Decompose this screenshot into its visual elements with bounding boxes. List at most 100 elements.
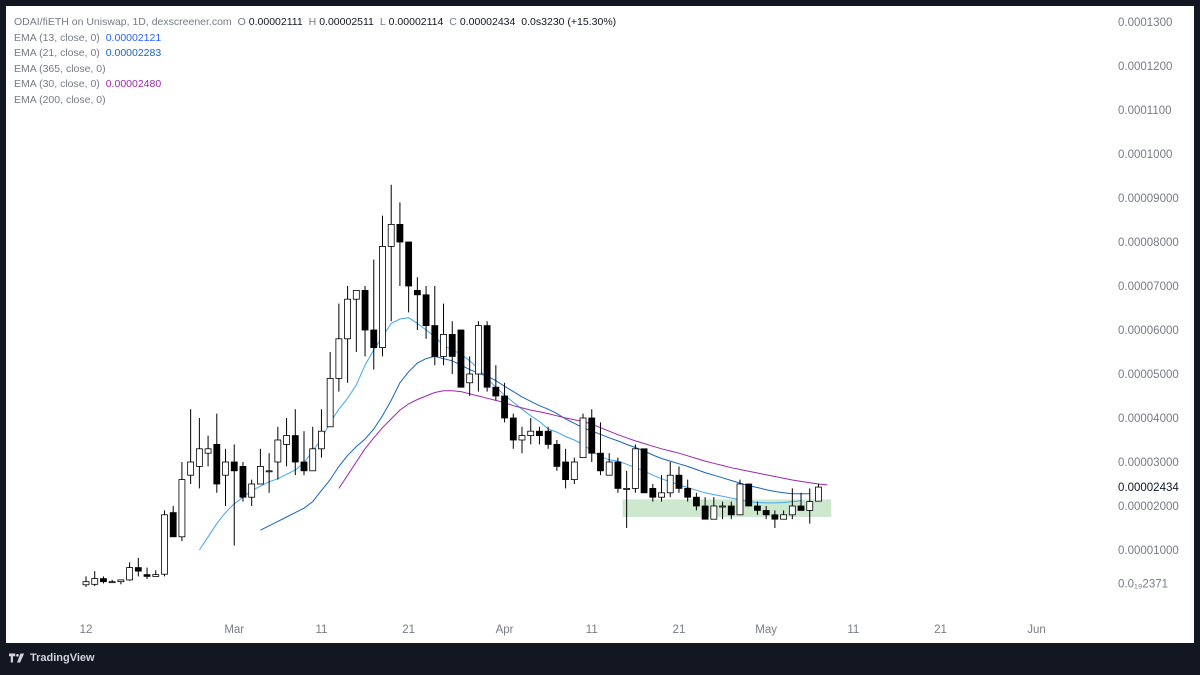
candle[interactable] [265,453,273,493]
candle[interactable] [326,352,334,428]
candle[interactable] [300,431,308,476]
candle[interactable] [492,365,500,401]
candle[interactable] [204,435,212,467]
candle[interactable] [745,483,753,507]
support-zone-highlight[interactable] [622,499,832,517]
price-chart[interactable]: 0.0001300 0.0001200 0.0001100 0.0001000 0.00… [6,6,1194,643]
candle[interactable] [169,506,177,538]
candle[interactable] [370,259,378,370]
candle[interactable] [579,413,587,458]
candle[interactable] [762,506,770,520]
candle[interactable] [474,321,482,392]
tradingview-branding[interactable]: TradingView [9,652,95,664]
candle[interactable] [605,453,613,476]
candle[interactable] [536,426,543,445]
candle[interactable] [448,321,456,374]
candle[interactable] [283,418,290,467]
candle[interactable] [806,488,814,524]
ema-21-row[interactable]: EMA (21, close, 0) 0.00002283 [14,46,619,62]
candle[interactable] [597,422,604,476]
candle[interactable] [117,579,125,585]
candle[interactable] [379,215,386,357]
candle[interactable] [309,426,317,472]
candle[interactable] [649,484,657,502]
candle-body [422,294,430,326]
candle[interactable] [736,479,744,516]
candle[interactable] [701,497,709,520]
candle[interactable] [553,440,561,471]
candle[interactable] [161,510,168,577]
candle[interactable] [82,576,90,587]
candle[interactable] [230,444,238,546]
candle[interactable] [501,382,508,423]
candle[interactable] [788,488,796,520]
candle[interactable] [527,418,535,445]
ema-line-1[interactable] [260,355,810,531]
candle[interactable] [483,321,491,392]
candle[interactable] [771,510,779,528]
ema-365-row[interactable]: EMA (365, close, 0) [14,62,619,78]
symbol-title[interactable]: ODAI/fiETH on Uniswap, 1D, dexscreener.c… [14,16,232,28]
candle[interactable] [195,418,203,489]
candle[interactable] [213,413,221,493]
candle[interactable] [710,497,718,520]
candle[interactable] [457,329,465,388]
candle[interactable] [431,286,439,366]
candle[interactable] [719,501,726,520]
candle[interactable] [588,409,596,462]
candle[interactable] [405,241,413,313]
candle[interactable] [666,462,674,498]
candle[interactable] [152,570,160,577]
candle[interactable] [570,457,578,484]
candle[interactable] [274,426,282,480]
candle[interactable] [623,470,631,528]
ema-200-row[interactable]: EMA (200, close, 0) [14,93,619,109]
candle[interactable] [291,409,299,476]
candle[interactable] [187,409,195,484]
candle[interactable] [248,479,256,506]
candle[interactable] [344,286,352,383]
candle[interactable] [222,448,229,506]
ema-line-0[interactable] [198,317,802,551]
candle[interactable] [126,562,133,581]
candle[interactable] [754,501,761,515]
candle[interactable] [413,277,421,330]
candle[interactable] [614,457,622,493]
candle[interactable] [727,501,735,520]
candle[interactable] [256,448,264,485]
candle[interactable] [797,492,805,511]
candle[interactable] [693,492,700,511]
candle[interactable] [684,479,692,502]
candle[interactable] [466,356,474,396]
candle[interactable] [815,483,822,502]
candle[interactable] [518,426,526,454]
candle[interactable] [640,448,648,494]
ema-30-row[interactable]: EMA (30, close, 0) 0.00002480 [14,77,619,93]
candle[interactable] [361,286,369,357]
candle[interactable] [134,557,142,577]
candle[interactable] [387,184,395,322]
candle[interactable] [631,444,639,493]
candle[interactable] [675,466,683,493]
candle[interactable] [780,510,787,520]
candle[interactable] [318,409,325,458]
candle[interactable] [352,289,360,352]
candle[interactable] [562,448,569,489]
candle[interactable] [658,475,665,502]
candle[interactable] [422,286,430,339]
candle[interactable] [239,462,247,502]
candle[interactable] [91,571,99,587]
candle[interactable] [440,303,447,366]
candle[interactable] [100,576,107,584]
candle-body [187,461,195,476]
chart-panel[interactable]: 0.0001300 0.0001200 0.0001100 0.0001000 0.00… [6,6,1194,643]
candle-body [405,241,413,287]
candle[interactable] [335,303,343,392]
candle[interactable] [178,462,186,542]
candle[interactable] [509,413,517,449]
candle[interactable] [108,579,116,584]
candle[interactable] [396,202,404,286]
candle[interactable] [143,567,151,580]
ema-13-row[interactable]: EMA (13, close, 0) 0.00002121 [14,31,619,47]
candle[interactable] [544,426,552,449]
